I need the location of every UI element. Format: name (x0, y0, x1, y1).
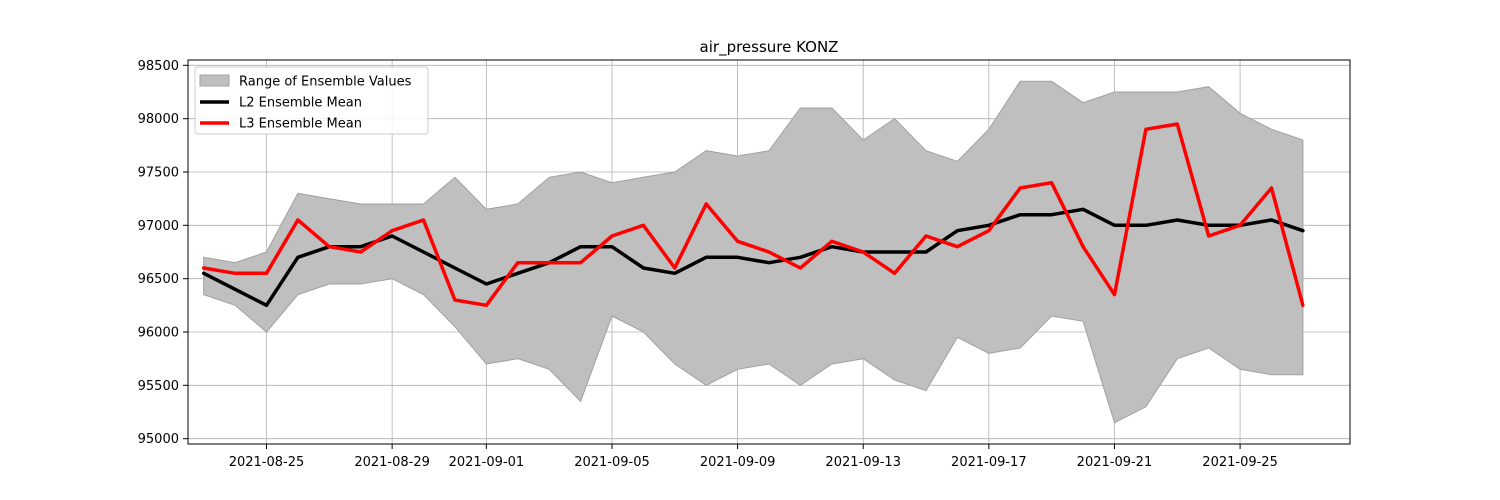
x-tick-label: 2021-09-21 (1077, 455, 1153, 470)
y-tick-label: 96000 (138, 326, 179, 341)
x-tick-label: 2021-09-25 (1202, 455, 1278, 470)
y-tick-label: 95000 (138, 432, 179, 447)
y-tick-label: 98000 (138, 112, 179, 127)
y-tick-label: 98500 (138, 59, 179, 74)
x-tick-label: 2021-09-05 (574, 455, 650, 470)
l3-mean-line (201, 122, 1305, 308)
x-tick-label: 2021-09-13 (825, 455, 901, 470)
y-tick-label: 96500 (138, 272, 179, 287)
x-tick-label: 2021-08-25 (229, 455, 305, 470)
ensemble-range-band (203, 80, 1304, 424)
y-tick-label: 97500 (138, 166, 179, 181)
x-tick-label: 2021-09-09 (700, 455, 776, 470)
y-tick-label: 97000 (138, 219, 179, 234)
legend-label: L2 Ensemble Mean (239, 96, 362, 111)
x-tick-label: 2021-09-01 (449, 455, 525, 470)
y-tick-label: 95500 (138, 379, 179, 394)
chart-title: air_pressure KONZ (700, 38, 839, 57)
legend-label: Range of Ensemble Values (239, 75, 412, 90)
l2-mean-line (201, 207, 1305, 308)
legend-box (194, 66, 429, 135)
x-tick-label: 2021-09-17 (951, 455, 1027, 470)
x-tick-label: 2021-08-29 (354, 455, 430, 470)
legend-label: L3 Ensemble Mean (239, 117, 362, 132)
plot-frame (187, 59, 1351, 445)
legend-swatch-range (199, 74, 230, 87)
